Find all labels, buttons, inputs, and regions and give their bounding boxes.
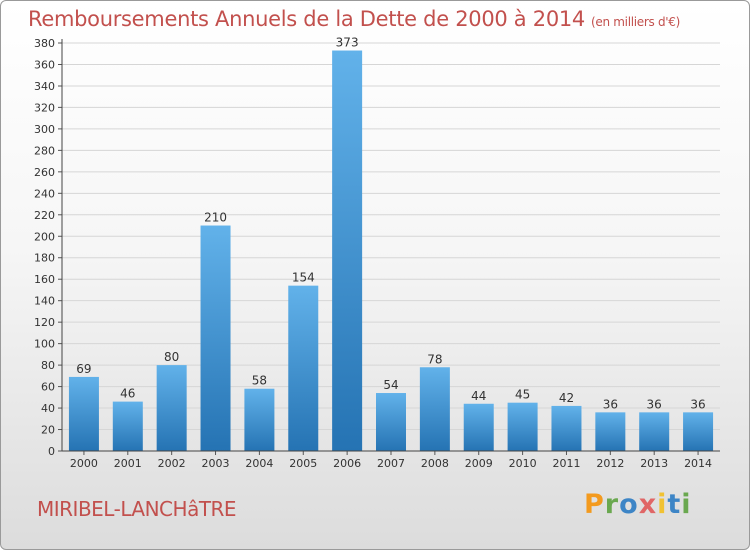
value-label: 78: [427, 352, 442, 366]
bar-2009: [463, 403, 494, 451]
value-label: 210: [204, 211, 227, 225]
y-tick-label: 280: [34, 144, 55, 157]
bar-2012: [595, 412, 626, 451]
y-tick-label: 340: [34, 80, 55, 93]
x-tick-label: 2010: [509, 457, 537, 470]
bar-2014: [683, 412, 714, 451]
y-tick-label: 260: [34, 166, 55, 179]
x-tick-label: 2014: [684, 457, 712, 470]
x-tick-label: 2003: [202, 457, 230, 470]
logo-letter: x: [638, 489, 658, 520]
value-label: 36: [690, 397, 705, 411]
y-tick-label: 120: [34, 316, 55, 329]
y-tick-label: 80: [41, 359, 55, 372]
x-tick-label: 2002: [158, 457, 186, 470]
bar-2011: [551, 405, 582, 451]
y-tick-label: 180: [34, 252, 55, 265]
chart-unit: (en milliers d'€): [591, 15, 681, 29]
value-label: 45: [515, 388, 530, 402]
town-name: MIRIBEL-LANCHâTRE: [37, 497, 237, 521]
bar-2000: [68, 376, 99, 451]
value-label: 42: [559, 391, 574, 405]
x-tick-label: 2007: [377, 457, 405, 470]
y-tick-label: 60: [41, 381, 55, 394]
value-label: 36: [647, 397, 662, 411]
y-tick-label: 300: [34, 123, 55, 136]
value-label: 46: [120, 387, 135, 401]
logo-letter: i: [657, 489, 668, 520]
value-label: 54: [383, 378, 398, 392]
x-tick-label: 2008: [421, 457, 449, 470]
bar-2002: [156, 365, 187, 451]
value-label: 80: [164, 350, 179, 364]
x-tick-label: 2004: [245, 457, 273, 470]
y-tick-label: 320: [34, 101, 55, 114]
y-tick-label: 40: [41, 402, 55, 415]
logo-letter: o: [619, 489, 639, 520]
x-tick-label: 2006: [333, 457, 361, 470]
bar-2001: [112, 401, 143, 451]
bars: 69 46 80 210 58 154 373 54 78 44 45 42 36 36 36: [68, 36, 714, 452]
x-tick-label: 2009: [465, 457, 493, 470]
value-label: 69: [76, 362, 91, 376]
y-axis-ticks: 0 20 40 60 80 100 120 140 160 180 200 220 240 260 280 3…: [34, 37, 62, 458]
x-tick-label: 2013: [640, 457, 668, 470]
bar-2013: [639, 412, 670, 451]
logo-letter: i: [681, 489, 692, 520]
proxiti-logo: Proxiti: [584, 489, 692, 520]
y-tick-label: 100: [34, 338, 55, 351]
value-label: 36: [603, 397, 618, 411]
y-tick-label: 200: [34, 230, 55, 243]
y-tick-label: 20: [41, 424, 55, 437]
value-label: 44: [471, 389, 486, 403]
bar-2006: [332, 50, 363, 452]
y-tick-label: 140: [34, 295, 55, 308]
x-tick-label: 2001: [114, 457, 142, 470]
x-tick-label: 2011: [552, 457, 580, 470]
bar-2007: [376, 393, 406, 451]
chart-title: Remboursements Annuels de la Dette de 20…: [28, 7, 680, 31]
x-tick-label: 2005: [289, 457, 317, 470]
y-tick-label: 0: [48, 445, 55, 458]
value-label: 154: [292, 271, 315, 285]
value-label: 58: [252, 374, 267, 388]
y-tick-label: 220: [34, 209, 55, 222]
bar-2003: [200, 225, 231, 451]
logo-letter: r: [604, 489, 620, 520]
x-tick-label: 2000: [70, 457, 98, 470]
bar-2005: [288, 285, 319, 451]
chart-title-text: Remboursements Annuels de la Dette de 20…: [28, 7, 585, 31]
axes: [61, 39, 720, 452]
y-tick-label: 380: [34, 37, 55, 50]
bar-2004: [244, 388, 275, 451]
x-tick-label: 2012: [596, 457, 624, 470]
bar-2010: [507, 402, 538, 451]
logo-letter: P: [584, 489, 605, 520]
y-tick-label: 160: [34, 273, 55, 286]
x-axis-ticks: 2000 2001 2002 2003 2004 2005 2006 2007 2008 2009…: [70, 451, 712, 470]
y-tick-label: 360: [34, 58, 55, 71]
bar-2008: [419, 367, 450, 451]
logo-letter: t: [667, 489, 682, 520]
y-tick-label: 240: [34, 187, 55, 200]
value-label: 373: [336, 36, 359, 50]
